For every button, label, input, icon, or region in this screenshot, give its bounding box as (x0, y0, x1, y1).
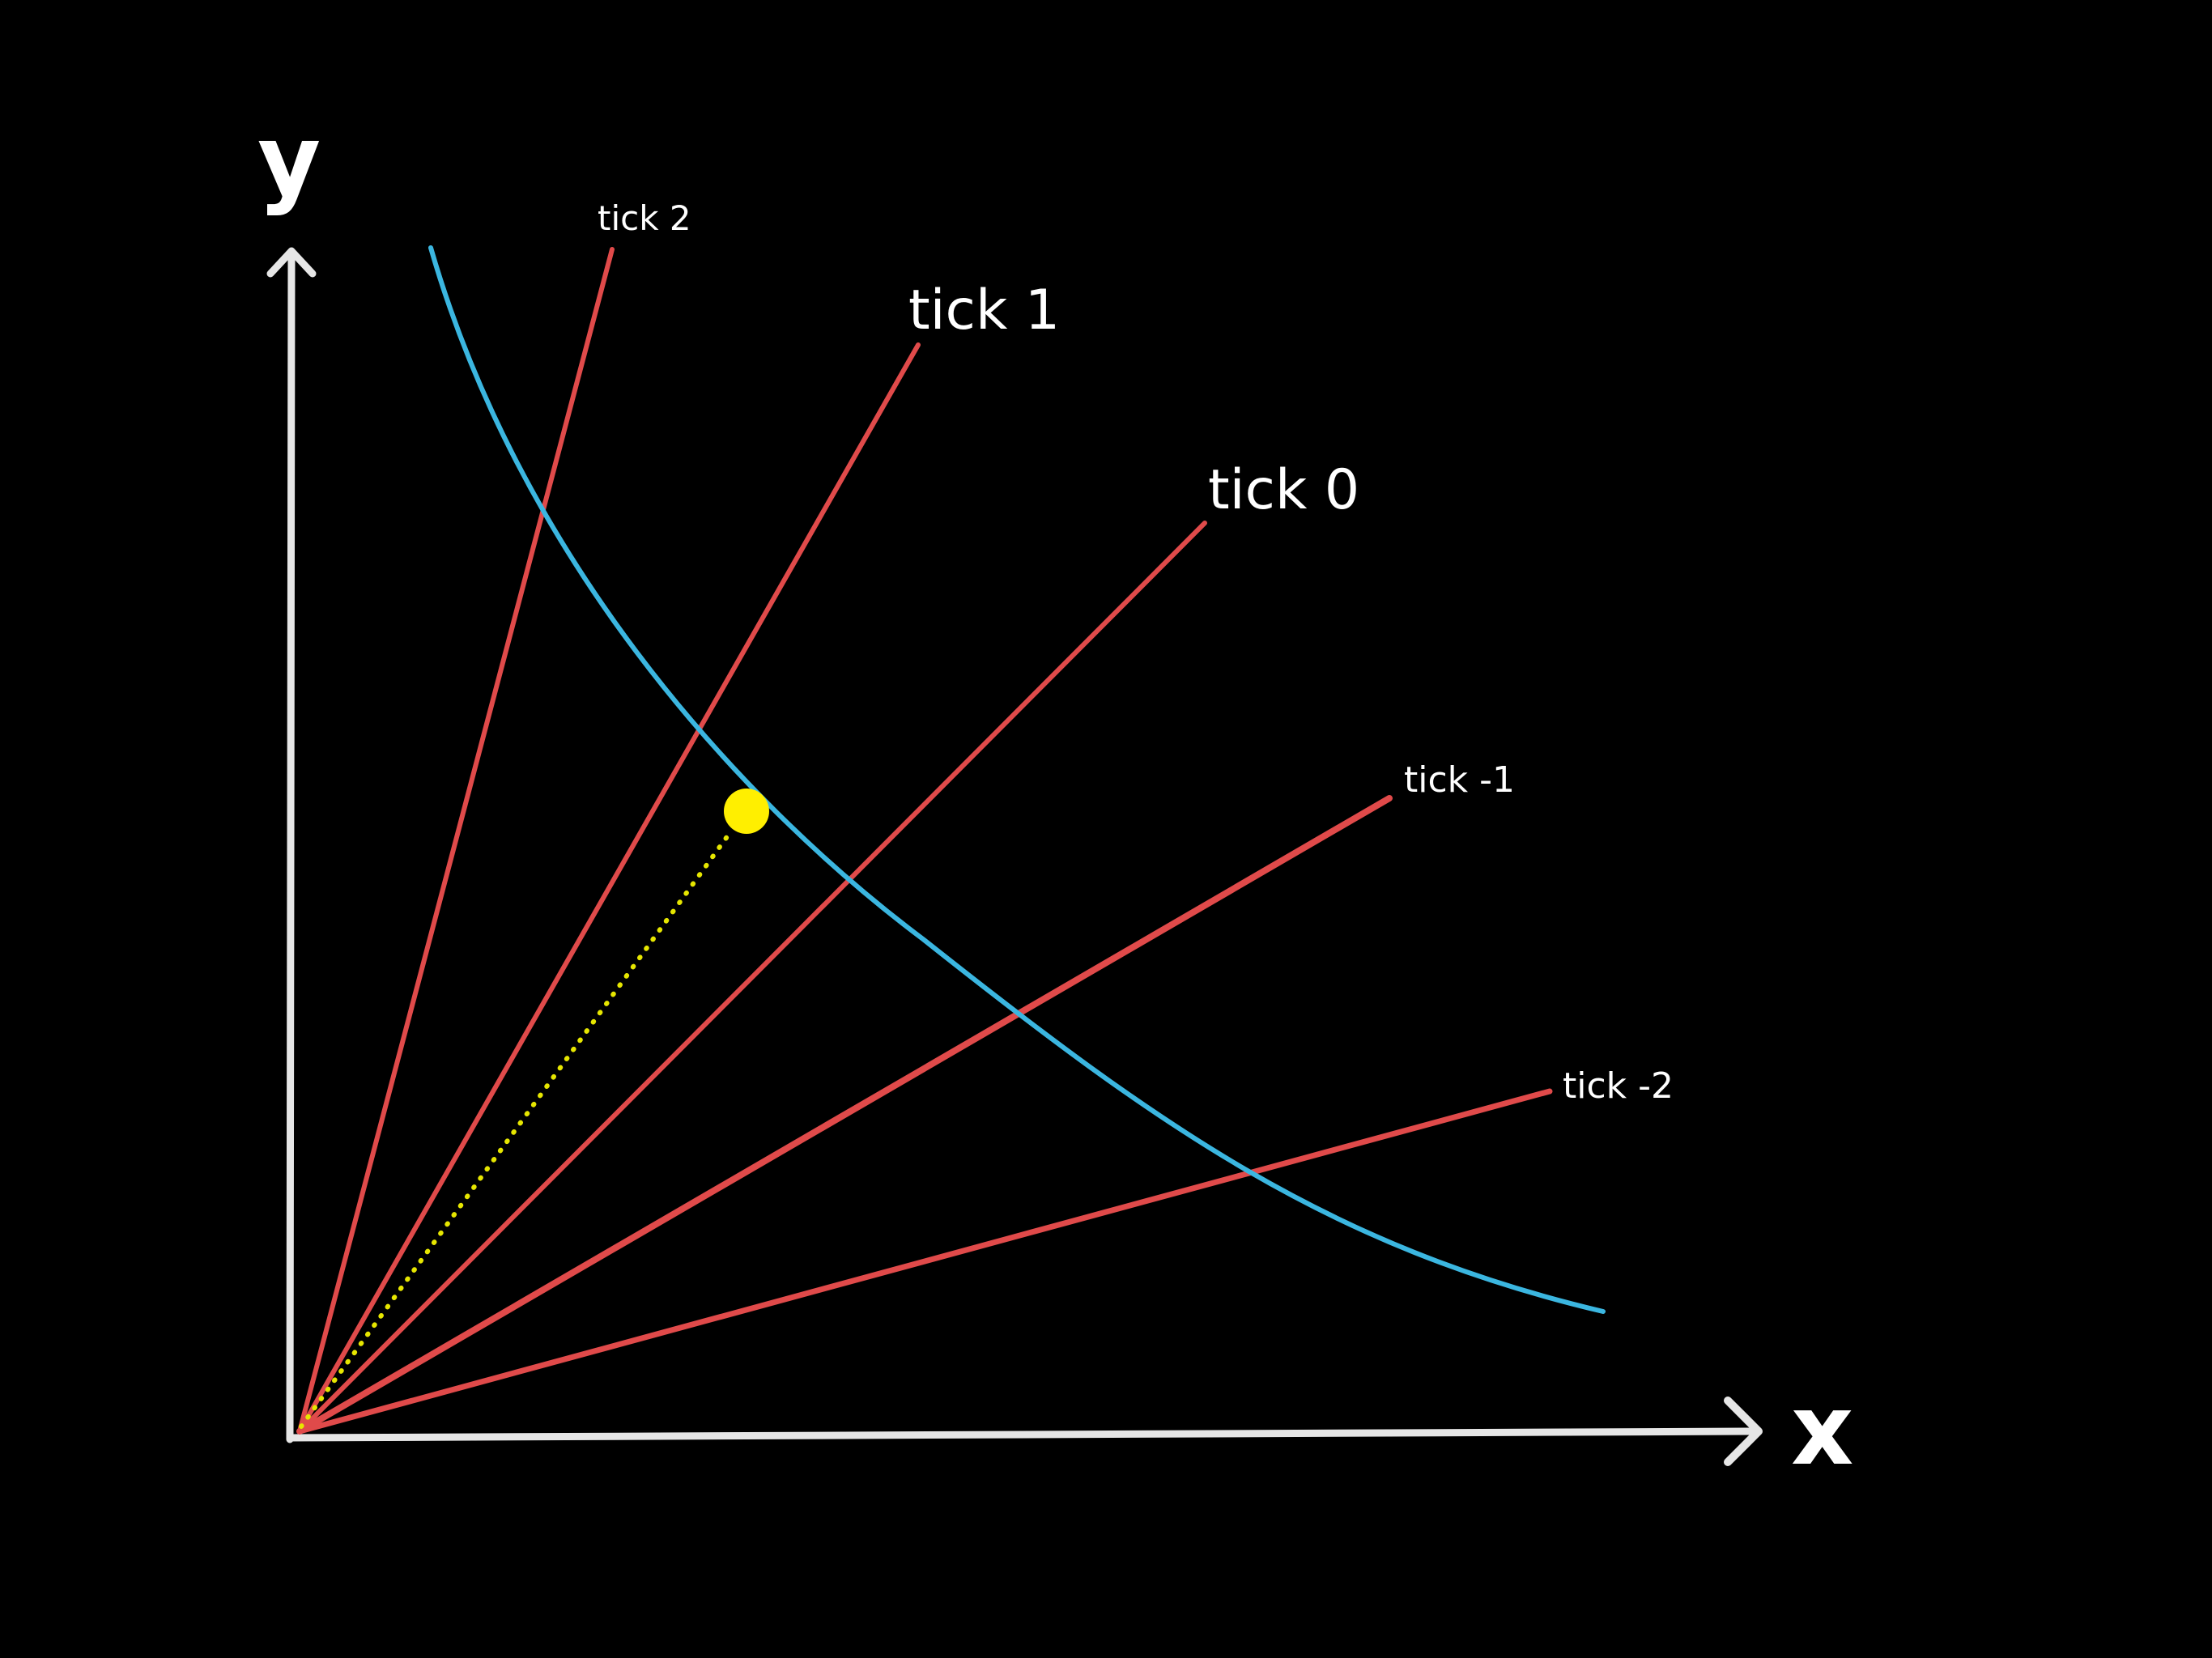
tick-label-minus-2: tick -2 (1563, 1065, 1674, 1107)
x-axis-arrow-icon (1724, 1397, 1763, 1466)
reserve-curve (428, 245, 1606, 1314)
tick-line-1 (297, 342, 921, 1434)
tick-lines (296, 247, 1553, 1435)
tick-label-0: tick 0 (1208, 458, 1359, 522)
y-axis-line (286, 253, 296, 1443)
tick-label-2: tick 2 (598, 198, 691, 238)
y-axis-label: y (257, 105, 321, 218)
y-axis (266, 247, 317, 1443)
x-axis (286, 1397, 1763, 1466)
tick-line-0 (297, 521, 1207, 1434)
tick-line-minus-2 (296, 1088, 1553, 1435)
price-dotted-line (299, 830, 733, 1429)
tick-labels: tick 2 tick 1 tick 0 tick -1 tick -2 (598, 198, 1674, 1107)
current-price-point (724, 789, 769, 834)
tick-line-2 (297, 247, 615, 1434)
x-axis-label: x (1791, 1375, 1853, 1487)
x-axis-line (286, 1427, 1763, 1442)
tick-label-minus-1: tick -1 (1404, 759, 1515, 801)
tick-label-1: tick 1 (908, 278, 1060, 342)
tick-line-minus-1 (296, 795, 1393, 1435)
y-axis-arrow-icon (266, 247, 317, 278)
